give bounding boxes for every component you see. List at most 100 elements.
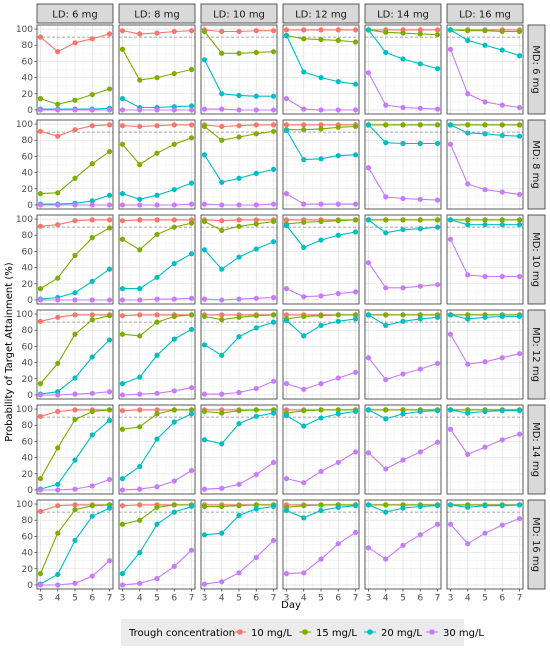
data-point [137,161,143,168]
data-point [154,504,160,510]
data-point [400,411,406,417]
data-point [301,408,307,414]
data-point [253,170,259,176]
data-point [253,407,259,413]
data-point [270,239,277,245]
data-point [253,295,259,301]
column-strip [118,3,196,24]
data-point [236,217,242,223]
data-point [365,502,372,508]
data-point [499,217,505,223]
data-point [37,392,44,398]
data-point [188,411,195,417]
y-tick-label: 60 [22,437,34,447]
row-strip [527,214,546,305]
data-point [383,416,389,422]
data-point [171,313,177,320]
data-point [236,481,242,487]
data-point [55,481,61,487]
x-tick-label: 6 [499,594,505,604]
data-point [89,390,95,396]
panel [118,119,196,210]
data-point [253,246,259,252]
data-point [417,283,423,289]
data-point [219,410,225,416]
data-point [434,27,441,33]
data-point [270,128,277,134]
data-point [171,70,177,77]
data-point [119,487,126,493]
panel-border [446,214,524,305]
data-point [119,202,126,208]
data-point [516,502,523,508]
data-point [365,217,372,223]
data-point [137,333,143,339]
data-point [318,218,324,225]
x-tick-label: 5 [318,594,324,604]
legend-label: 20 mg/L [381,628,422,639]
data-point [301,122,307,128]
data-point [154,202,160,208]
data-point [219,123,225,130]
data-point [318,468,324,474]
data-point [447,502,454,508]
data-point [465,504,471,510]
data-point [106,225,113,231]
data-point [417,366,423,372]
data-point [37,413,44,419]
panel [200,499,278,590]
row-strip [527,499,546,590]
data-point [55,314,61,320]
data-point [270,319,277,325]
y-tick-label: 80 [22,231,34,241]
data-point [89,217,95,223]
data-point [499,522,505,528]
panel [118,499,196,590]
data-point [465,222,471,228]
data-point [352,449,359,455]
y-tick-label: 0 [27,296,33,306]
data-point [154,407,160,413]
data-point [55,133,61,139]
y-tick-label: 80 [22,41,34,51]
data-point [55,503,61,509]
data-point [219,297,225,303]
data-point [301,503,307,509]
data-point [383,502,389,508]
data-point [400,140,406,147]
x-tick-label: 6 [89,594,95,604]
data-point [352,529,359,535]
y-tick-label: 80 [22,136,34,146]
data-point [270,294,277,301]
data-point [55,297,61,303]
data-point [89,354,95,360]
data-point [201,247,208,253]
y-tick-label: 100 [16,120,33,130]
data-point [383,466,389,472]
data-point [154,296,160,302]
y-tick-label: 20 [22,280,34,290]
data-point [137,123,143,130]
data-point [137,374,143,380]
data-point [447,217,454,223]
data-point [154,123,160,129]
data-point [318,122,324,128]
data-point [137,286,143,292]
data-point [283,96,290,102]
panel [118,404,196,495]
y-tick-label: 0 [27,391,33,401]
data-point [236,314,242,320]
panel [200,309,278,400]
legend-label: 15 mg/L [316,628,357,639]
data-point [318,27,324,33]
panel-border [446,24,524,115]
data-point [37,286,44,292]
data-point [188,326,195,333]
data-point [335,37,341,43]
data-point [37,34,44,40]
data-point [318,36,324,43]
data-point [482,42,488,48]
data-point [335,318,341,324]
data-point [171,122,177,128]
x-tick-label: 4 [383,594,389,604]
